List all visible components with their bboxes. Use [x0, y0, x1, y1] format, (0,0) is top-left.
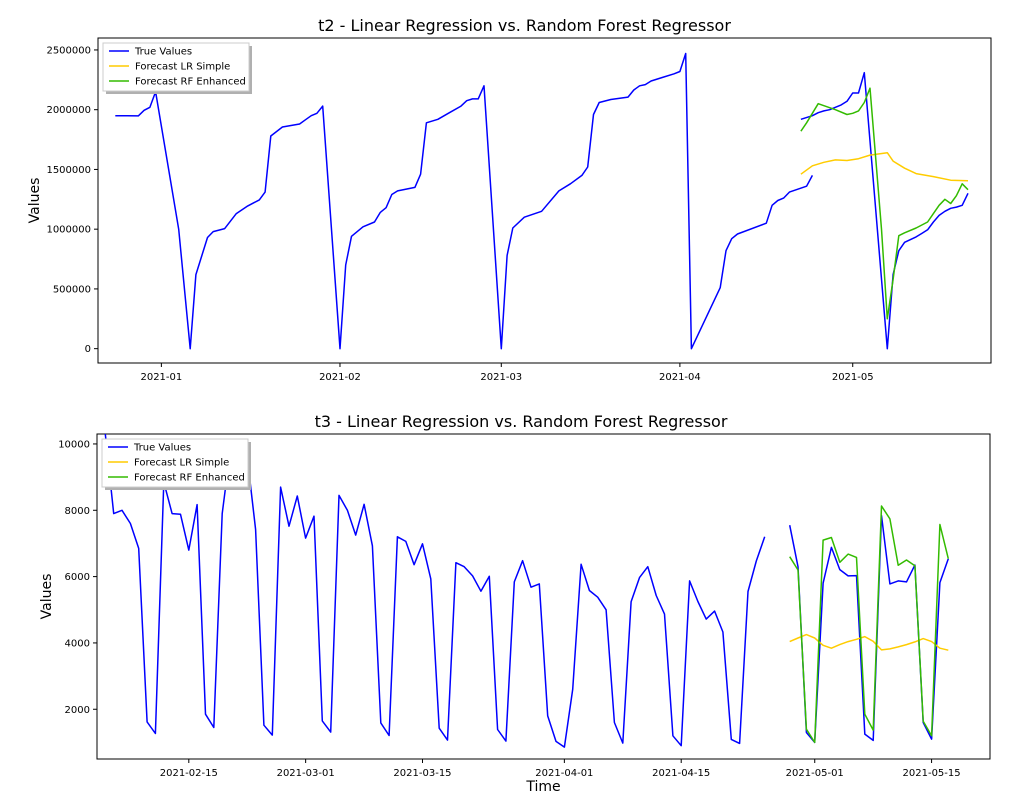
chart-t2-y-axis-label: Values [27, 178, 43, 224]
chart-t3-x-tick-label: 2021-04-15 [652, 768, 710, 779]
chart-t2-y-tick-label: 500000 [53, 284, 91, 295]
chart-t2-y-tick-label: 1500000 [46, 165, 91, 176]
chart-t2-x-tick-label: 2021-04 [659, 372, 701, 383]
chart-t3-legend-label: True Values [133, 443, 191, 454]
chart-t2-title: t2 - Linear Regression vs. Random Forest… [318, 16, 731, 35]
chart-t2-y-tick-label: 1000000 [46, 225, 91, 236]
chart-t3: t3 - Linear Regression vs. Random Forest… [39, 412, 991, 795]
chart-t3-y-tick-label: 8000 [65, 506, 90, 517]
chart-t3-y-tick-label: 10000 [58, 439, 90, 450]
chart-t2: t2 - Linear Regression vs. Random Forest… [27, 16, 992, 383]
chart-t3-series [104, 433, 950, 748]
chart-t3-y-tick-label: 2000 [65, 705, 90, 716]
chart-t3-ticks: 2021-02-15 2021-03-01 2021-03-15 2021-04-01… [58, 439, 960, 779]
chart-t3-x-tick-label: 2021-03-15 [393, 768, 451, 779]
chart-t2-series-forecast-rf-enhanced [800, 87, 969, 320]
chart-t3-series-forecast-lr-simple [789, 633, 949, 651]
chart-t2-legend: True Values Forecast LR Simple Forecast RF… [102, 42, 252, 94]
chart-t2-series-forecast-lr-simple [800, 151, 969, 182]
chart-t3-legend: True Values Forecast LR Simple Forecast RF… [101, 438, 251, 490]
chart-t2-legend-label: True Values [134, 47, 192, 58]
chart-t3-x-axis-label: Time [525, 779, 560, 795]
chart-t3-y-axis-label: Values [39, 574, 55, 620]
chart-t3-y-tick-label: 4000 [65, 638, 90, 649]
chart-t2-legend-label: Forecast RF Enhanced [135, 77, 246, 88]
chart-t2-series [115, 52, 969, 350]
chart-t3-x-tick-label: 2021-04-01 [535, 768, 593, 779]
chart-t2-y-tick-label: 0 [85, 344, 91, 355]
chart-t2-x-tick-label: 2021-02 [319, 372, 361, 383]
chart-t3-title: t3 - Linear Regression vs. Random Forest… [315, 412, 728, 431]
chart-t3-y-tick-label: 6000 [65, 572, 90, 583]
chart-t3-legend-label: Forecast RF Enhanced [134, 473, 245, 484]
chart-t3-x-tick-label: 2021-05-01 [786, 768, 844, 779]
chart-t2-y-tick-label: 2000000 [46, 105, 91, 116]
chart-t2-y-tick-label: 2500000 [46, 45, 91, 56]
chart-t2-ticks: 2021-01 2021-02 2021-03 2021-04 2021-05 0 5000… [46, 45, 873, 383]
chart-t2-x-tick-label: 2021-05 [832, 372, 874, 383]
chart-t3-x-tick-label: 2021-05-15 [903, 768, 961, 779]
chart-t3-x-tick-label: 2021-02-15 [160, 768, 218, 779]
chart-t3-x-tick-label: 2021-03-01 [277, 768, 335, 779]
chart-t3-series-forecast-rf-enhanced [789, 505, 950, 744]
chart-t3-legend-label: Forecast LR Simple [134, 458, 229, 469]
chart-t2-legend-label: Forecast LR Simple [135, 62, 230, 73]
chart-t2-x-tick-label: 2021-01 [140, 372, 182, 383]
chart-t2-x-tick-label: 2021-03 [480, 372, 522, 383]
